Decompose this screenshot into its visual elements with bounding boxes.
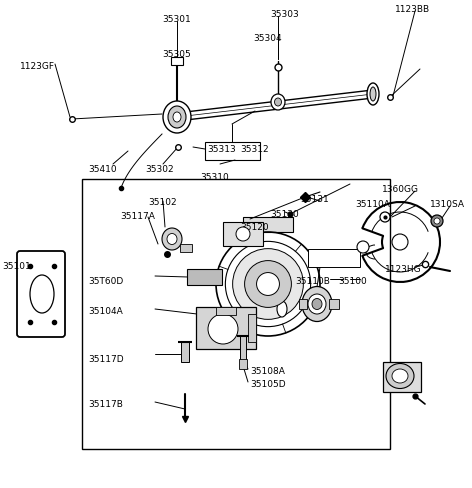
Text: 35117B: 35117B: [88, 399, 123, 408]
Bar: [329, 299, 339, 309]
Text: 35T60D: 35T60D: [88, 276, 123, 285]
Text: 35108A: 35108A: [250, 366, 285, 375]
Ellipse shape: [392, 369, 408, 383]
Text: 1360GG: 1360GG: [382, 184, 419, 194]
Text: 35101: 35101: [2, 262, 31, 270]
Text: 35117A: 35117A: [120, 212, 155, 221]
Text: 35410: 35410: [88, 164, 117, 174]
Circle shape: [380, 213, 390, 223]
Circle shape: [434, 219, 440, 224]
Text: 35304: 35304: [253, 34, 282, 43]
Circle shape: [244, 261, 291, 308]
Text: 35312: 35312: [240, 145, 269, 154]
Ellipse shape: [168, 107, 186, 129]
Bar: [205, 142, 260, 161]
Ellipse shape: [302, 287, 332, 322]
Bar: [180, 244, 192, 252]
Text: 35310: 35310: [200, 173, 229, 182]
Text: 35301: 35301: [163, 15, 191, 24]
Text: 35100: 35100: [338, 276, 367, 285]
Ellipse shape: [163, 102, 191, 134]
Ellipse shape: [275, 99, 281, 107]
Text: 35105C: 35105C: [248, 276, 283, 285]
Bar: [223, 223, 263, 246]
Bar: [216, 307, 236, 315]
Text: 1123GF: 1123GF: [20, 62, 55, 71]
Text: 1123BB: 1123BB: [395, 5, 430, 14]
Ellipse shape: [167, 234, 177, 245]
Bar: [196, 307, 256, 349]
Text: 35313: 35313: [207, 145, 236, 154]
Circle shape: [208, 314, 238, 345]
Bar: [243, 218, 293, 232]
Circle shape: [257, 273, 279, 296]
Ellipse shape: [367, 84, 379, 106]
FancyBboxPatch shape: [17, 251, 65, 337]
Text: 35302: 35302: [145, 164, 174, 174]
Ellipse shape: [173, 113, 181, 123]
Bar: [239, 359, 247, 369]
Circle shape: [236, 227, 250, 242]
Text: 35105D: 35105D: [250, 379, 286, 388]
Bar: [181, 342, 189, 362]
Text: 35110B: 35110B: [295, 276, 330, 285]
Bar: [240, 336, 246, 368]
Bar: [248, 314, 256, 342]
Bar: [308, 249, 360, 267]
Ellipse shape: [308, 294, 326, 314]
Text: 1310SA: 1310SA: [430, 200, 465, 208]
Text: 35102: 35102: [148, 198, 177, 206]
Circle shape: [392, 235, 408, 250]
Ellipse shape: [271, 95, 285, 111]
Text: 35110A: 35110A: [355, 200, 390, 208]
Bar: [171, 58, 183, 66]
Bar: [299, 299, 307, 309]
Circle shape: [431, 216, 443, 227]
Text: 35104A: 35104A: [88, 306, 123, 315]
Ellipse shape: [312, 299, 322, 310]
Ellipse shape: [30, 275, 54, 313]
Text: 35130: 35130: [270, 209, 299, 219]
Bar: [383, 362, 421, 392]
Text: 35305: 35305: [163, 50, 191, 59]
Text: 1123HG: 1123HG: [385, 264, 421, 273]
Circle shape: [357, 242, 369, 253]
Ellipse shape: [162, 228, 182, 250]
Bar: [82, 180, 390, 449]
Text: 35120: 35120: [240, 223, 269, 231]
Text: 35131: 35131: [300, 195, 329, 203]
Ellipse shape: [370, 88, 376, 102]
Bar: [187, 269, 222, 285]
Ellipse shape: [277, 302, 287, 317]
Text: 35104: 35104: [318, 252, 346, 262]
Ellipse shape: [386, 364, 414, 389]
Text: 35303: 35303: [270, 10, 299, 19]
Text: 35117D: 35117D: [88, 354, 124, 363]
Circle shape: [233, 249, 303, 320]
